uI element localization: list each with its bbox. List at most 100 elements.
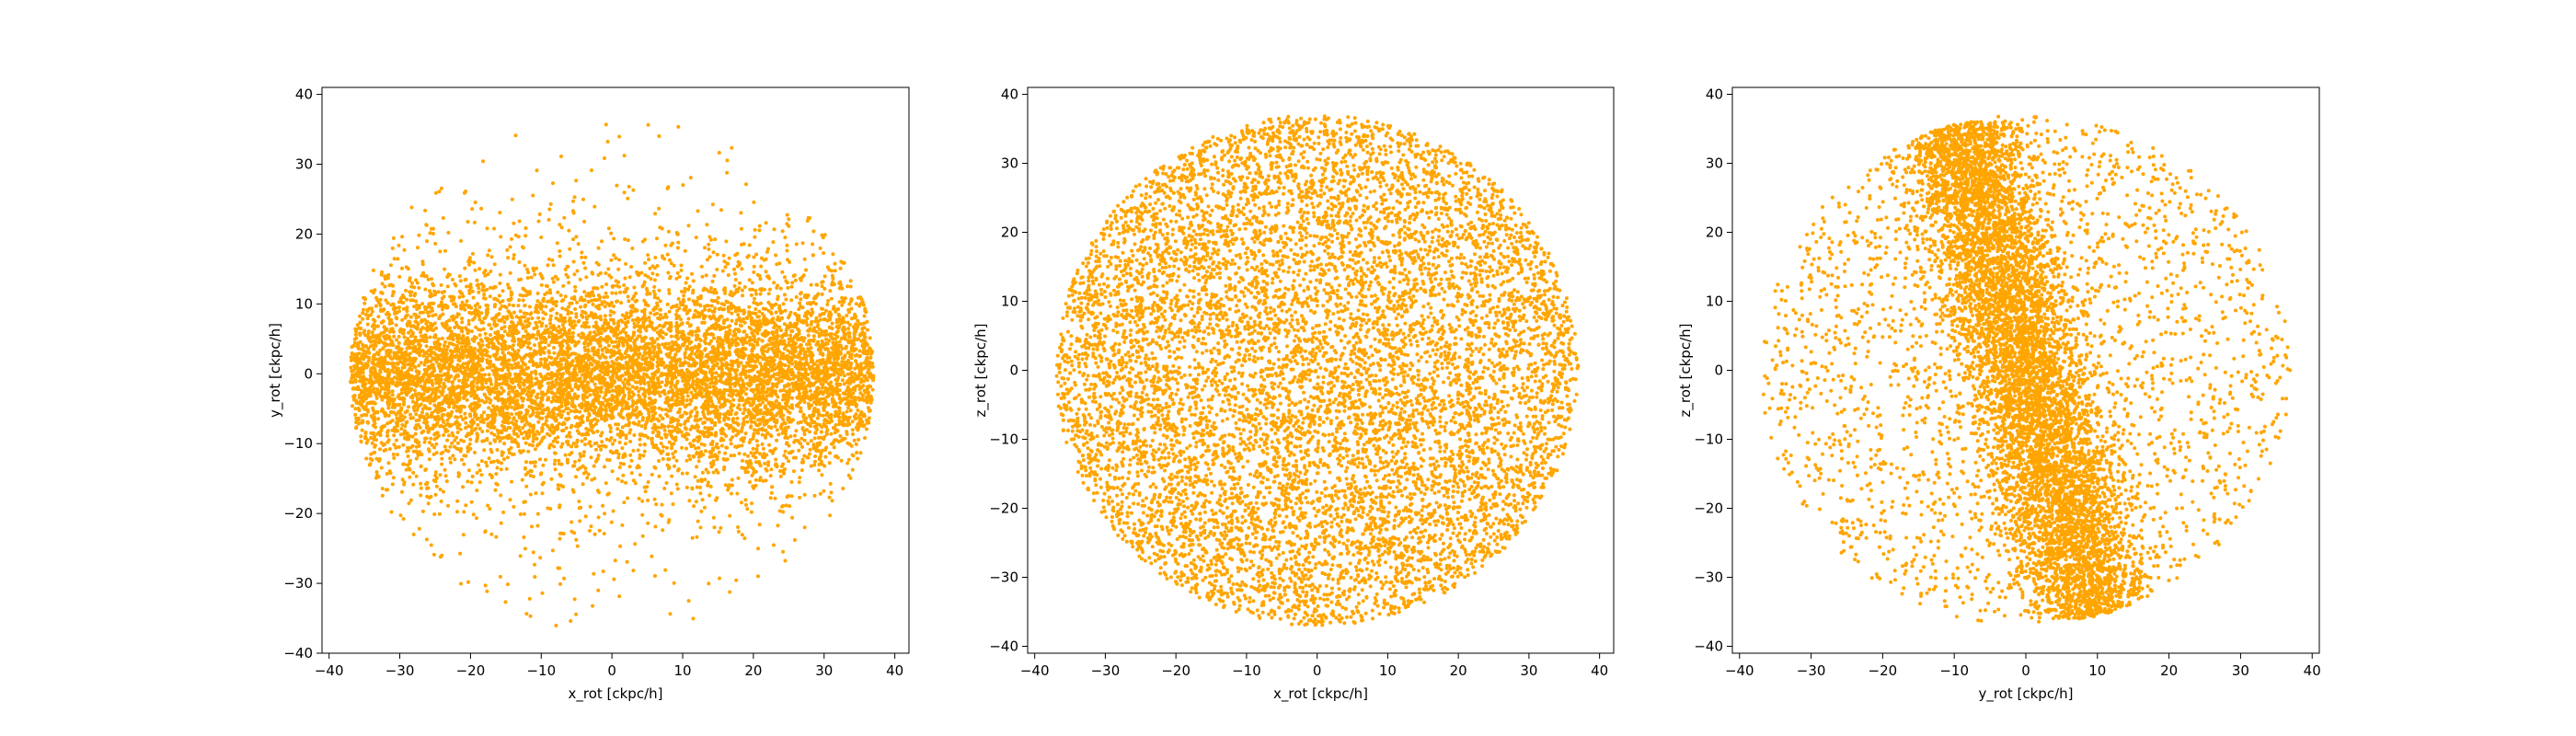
data-point [673,449,678,454]
data-point [718,576,721,581]
data-point [540,416,545,420]
data-point [353,332,358,337]
data-point [555,440,559,444]
data-point [534,320,538,325]
data-point [846,457,851,462]
data-point [717,450,721,454]
data-point [766,463,770,467]
data-point [776,343,780,348]
data-point [427,457,431,462]
data-point [370,324,374,328]
data-point [604,481,608,486]
data-point [440,456,444,461]
data-point [411,399,415,404]
data-point [715,268,719,271]
data-point [353,407,358,411]
data-point [756,574,760,579]
data-point [454,374,459,378]
data-point [785,248,789,253]
data-point [485,365,489,370]
data-point [411,482,416,487]
data-point [569,444,574,449]
data-point [765,387,770,391]
data-point [394,445,398,450]
data-point [742,311,746,316]
data-point [790,362,795,366]
data-point [800,444,804,449]
data-point [493,488,498,492]
data-point [568,247,572,251]
data-point [402,415,407,420]
data-point [837,422,842,427]
data-point [441,450,445,454]
data-point [428,231,432,236]
data-point [461,533,466,537]
data-point [388,263,393,268]
data-point [374,396,379,400]
data-point [822,418,827,422]
data-point [611,442,615,446]
data-point [716,445,720,450]
data-point [537,320,542,324]
data-point [640,416,645,420]
data-point [747,305,752,309]
data-point [578,277,582,282]
data-point [761,394,765,398]
data-point [493,385,498,390]
data-point [599,447,604,452]
data-point [772,227,776,232]
data-point [838,266,843,270]
data-point [782,384,787,388]
data-point [469,480,474,485]
data-point [699,264,704,269]
data-point [600,239,604,244]
data-point [458,551,463,556]
data-point [539,374,544,379]
data-point [609,520,614,524]
data-point [675,270,680,275]
data-point [459,238,463,243]
data-point [661,316,665,320]
data-point [684,432,688,437]
data-point [787,217,791,222]
data-point [799,277,803,282]
data-point [497,293,501,298]
data-point [489,333,492,337]
data-point [475,278,479,282]
data-point [521,298,525,303]
data-point [828,513,833,518]
data-point [512,310,516,315]
data-point [797,480,801,485]
data-point [717,374,721,378]
data-point [400,489,404,494]
data-point [610,291,615,295]
data-point [531,443,535,448]
data-point [735,416,740,420]
data-point [562,378,567,383]
data-point [370,330,374,335]
data-point [453,376,457,381]
data-point [561,283,566,288]
data-point [788,420,792,424]
data-point [621,416,626,420]
data-point [753,227,757,232]
data-point [842,374,846,378]
data-point [383,410,387,415]
data-point [740,430,743,433]
data-point [694,236,698,240]
data-point [695,392,699,397]
data-point [627,387,632,392]
data-point [711,515,716,520]
data-point [757,228,762,233]
data-point [712,525,717,530]
data-point [829,490,834,495]
data-point [816,435,821,440]
data-point [516,304,521,308]
data-point [759,264,764,269]
data-point [562,215,567,220]
data-point [660,372,664,375]
data-point [508,270,512,275]
data-point [753,477,758,482]
data-point [577,500,581,503]
data-point [811,242,815,247]
